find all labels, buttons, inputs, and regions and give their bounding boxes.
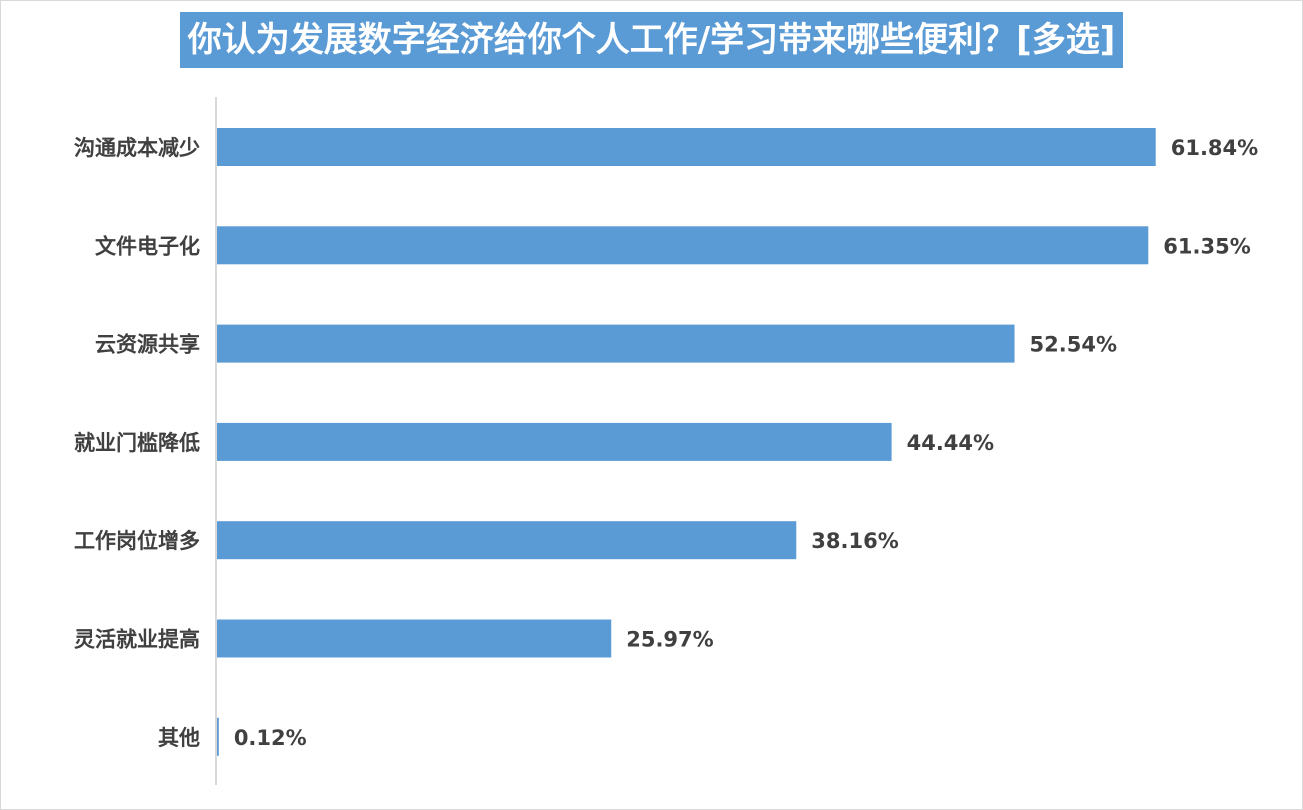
bar [217,422,892,461]
value-label: 44.44% [907,431,994,455]
category-label: 就业门槛降低 [74,431,200,455]
value-label: 0.12% [234,726,307,750]
value-label: 61.84% [1171,136,1258,160]
category-label: 工作岗位增多 [74,529,200,553]
bar [217,619,612,658]
bar [217,128,1156,166]
category-label: 灵活就业提高 [74,628,200,652]
bar [217,717,219,756]
value-label: 38.16% [811,529,898,553]
value-label: 25.97% [626,628,713,652]
category-label: 沟通成本减少 [74,136,200,160]
category-label: 云资源共享 [95,333,200,357]
bar [217,324,1015,363]
category-label: 其他 [158,726,200,750]
chart-title: 你认为发展数字经济给你个人工作/学习带来哪些便利？[多选] [179,12,1124,68]
chart-title-wrap: 你认为发展数字经济给你个人工作/学习带来哪些便利？[多选] [0,12,1303,68]
bar [217,521,797,560]
value-label: 61.35% [1163,234,1250,258]
bar [217,226,1149,265]
category-label: 文件电子化 [95,234,200,258]
value-label: 52.54% [1030,333,1117,357]
